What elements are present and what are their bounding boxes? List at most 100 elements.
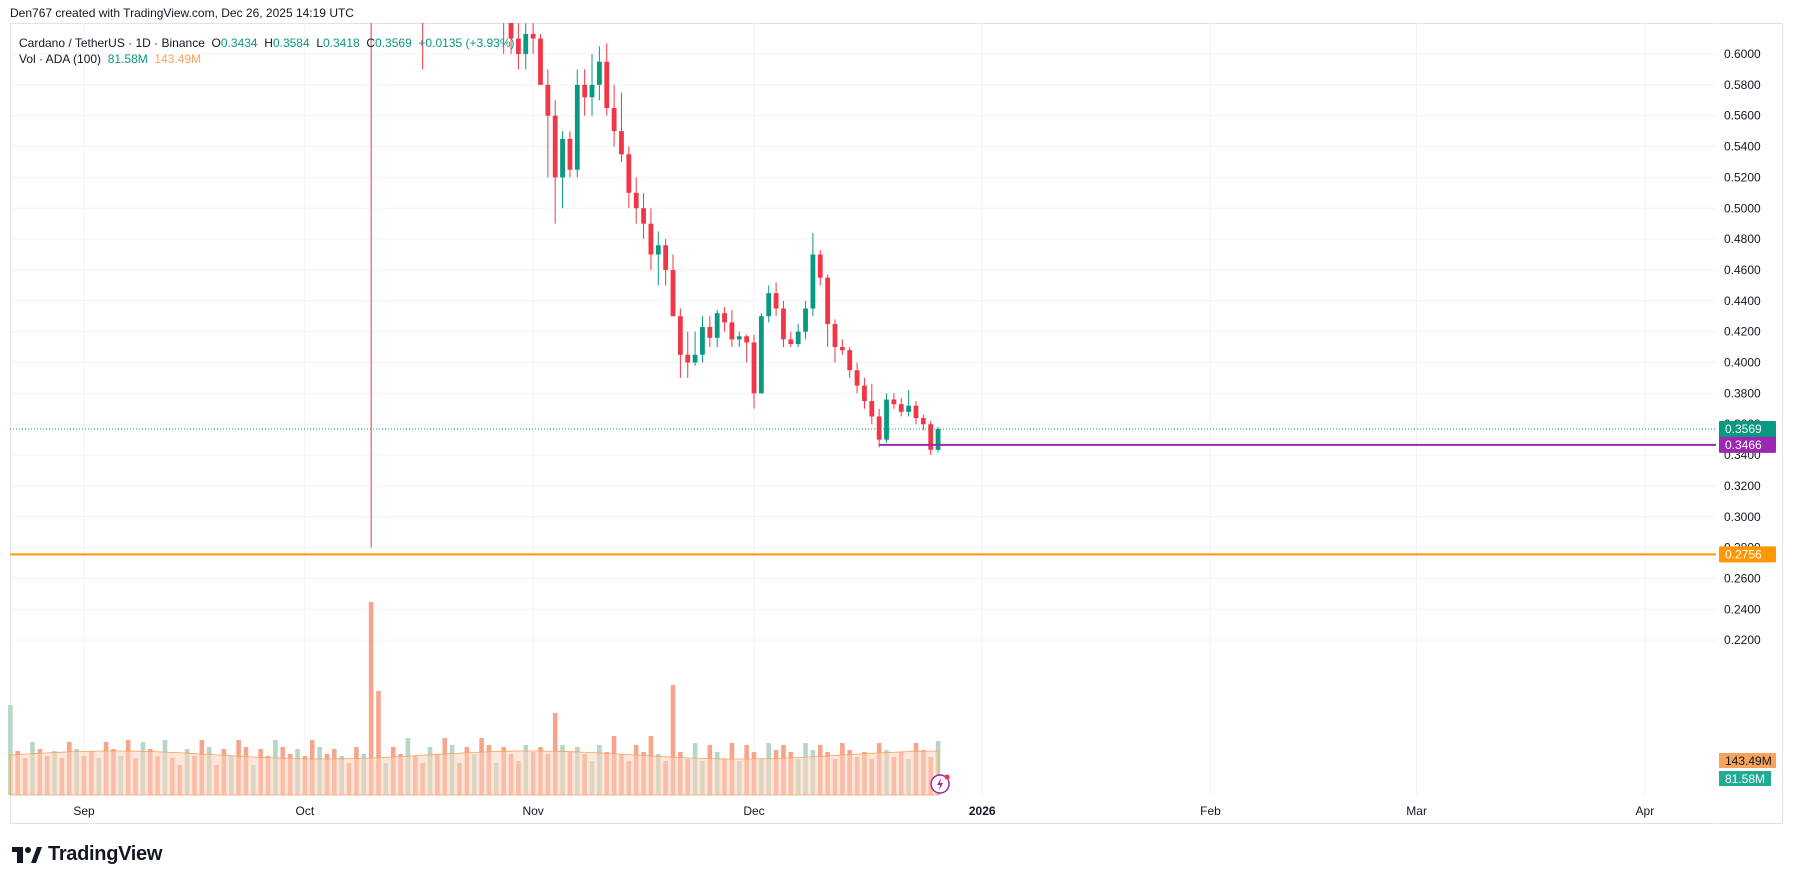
legend-symbol-row: Cardano / TetherUS · 1D · Binance O0.343… <box>19 35 515 51</box>
candle-body[interactable] <box>648 223 654 255</box>
y-tick-label: 0.3000 <box>1724 510 1761 524</box>
candle-body[interactable] <box>420 0 426 24</box>
candle-body[interactable] <box>825 277 831 324</box>
candle-body[interactable] <box>744 336 750 343</box>
candle-body[interactable] <box>920 418 926 425</box>
y-tick-label: 0.3800 <box>1724 386 1761 400</box>
candle-body[interactable] <box>773 293 779 309</box>
open-value: 0.3434 <box>220 36 258 50</box>
candle-body[interactable] <box>619 131 624 155</box>
volume-value-tag-text: 81.58M <box>1725 772 1765 786</box>
candle-body[interactable] <box>906 405 912 412</box>
candle-body[interactable] <box>369 0 374 8</box>
y-tick-label: 0.5400 <box>1724 140 1761 154</box>
candle-body[interactable] <box>641 208 646 224</box>
chart-legend: Cardano / TetherUS · 1D · Binance O0.343… <box>19 35 515 67</box>
candle-body[interactable] <box>758 316 764 394</box>
candle-body[interactable] <box>692 354 698 363</box>
candle-body[interactable] <box>567 138 573 170</box>
candle-body[interactable] <box>913 405 919 419</box>
y-tick-label: 0.4400 <box>1724 294 1761 308</box>
volume-value: 81.58M <box>107 52 148 66</box>
candle-body[interactable] <box>781 308 786 340</box>
candle-body[interactable] <box>935 428 941 450</box>
candle-body[interactable] <box>736 336 742 340</box>
open-label: O <box>211 36 221 50</box>
low-label: L <box>316 36 323 50</box>
candle-body[interactable] <box>523 33 529 54</box>
candle-body[interactable] <box>457 0 462 8</box>
volume-ma-tag-text: 143.49M <box>1725 754 1772 768</box>
candle-body[interactable] <box>655 245 661 255</box>
candle-body[interactable] <box>670 269 676 317</box>
candle-body[interactable] <box>582 84 588 98</box>
tradingview-logo-text: TradingView <box>48 843 163 865</box>
candle-body[interactable] <box>729 322 735 340</box>
candle-body[interactable] <box>626 154 632 193</box>
candles-group <box>369 0 941 548</box>
level-price-tag-text: 0.2756 <box>1725 547 1762 561</box>
candle-body[interactable] <box>832 323 838 348</box>
x-tick-label: Feb <box>1200 804 1221 818</box>
y-tick-label: 0.2200 <box>1724 633 1761 647</box>
candle-body[interactable] <box>788 339 794 344</box>
volume-value-tag-bg <box>1719 771 1771 786</box>
candle-body[interactable] <box>847 350 853 371</box>
candle-body[interactable] <box>515 38 521 54</box>
candle-body[interactable] <box>611 107 617 132</box>
candle-body[interactable] <box>876 416 882 440</box>
volume-bar <box>376 691 381 795</box>
candle-body[interactable] <box>633 192 639 209</box>
volume-label[interactable]: Vol · ADA (100) <box>19 52 102 66</box>
x-tick-label: Sep <box>73 804 95 818</box>
candle-body[interactable] <box>530 33 536 39</box>
candle-body[interactable] <box>795 331 801 344</box>
candle-body[interactable] <box>685 354 691 363</box>
candle-body[interactable] <box>589 84 595 98</box>
candle-body[interactable] <box>803 308 808 332</box>
tradingview-logo[interactable]: TradingView <box>12 843 162 866</box>
y-tick-label: 0.2400 <box>1724 602 1761 616</box>
candle-body[interactable] <box>862 385 867 402</box>
change-value: +0.0135 (+3.93%) <box>418 36 515 50</box>
level-price-tag-bg <box>1719 436 1776 453</box>
candle-body[interactable] <box>714 313 720 338</box>
volume-bar <box>368 602 374 795</box>
candle-body[interactable] <box>574 84 580 170</box>
candle-body[interactable] <box>751 342 757 394</box>
candle-body[interactable] <box>884 399 889 440</box>
candle-body[interactable] <box>766 293 772 317</box>
y-tick-label: 0.4800 <box>1724 232 1761 246</box>
candle-body[interactable] <box>817 254 823 278</box>
candle-body[interactable] <box>891 399 897 405</box>
candle-body[interactable] <box>538 38 543 85</box>
y-tick-label: 0.6000 <box>1724 47 1761 61</box>
candle-body[interactable] <box>596 61 602 85</box>
candle-body[interactable] <box>663 245 669 270</box>
candle-body[interactable] <box>604 61 610 108</box>
close-label: C <box>366 36 376 50</box>
level-price-tag-text: 0.3466 <box>1725 438 1762 452</box>
candle-body[interactable] <box>928 424 934 450</box>
candle-body[interactable] <box>854 370 860 386</box>
attribution-text: Den767 created with TradingView.com, Dec… <box>10 6 354 20</box>
candle-body[interactable] <box>508 0 514 39</box>
x-tick-label: 2026 <box>969 804 996 818</box>
candle-body[interactable] <box>722 313 727 323</box>
y-tick-label: 0.3200 <box>1724 479 1761 493</box>
candle-body[interactable] <box>707 327 713 338</box>
candle-body[interactable] <box>552 115 558 178</box>
candle-body[interactable] <box>700 327 705 355</box>
x-tick-label: Mar <box>1406 804 1427 818</box>
candle-body[interactable] <box>677 316 683 355</box>
candle-body[interactable] <box>545 84 551 116</box>
volume-ma-area <box>9 750 939 796</box>
candle-body[interactable] <box>560 138 565 178</box>
candle-body[interactable] <box>810 254 816 309</box>
symbol-name[interactable]: Cardano / TetherUS · 1D · Binance <box>19 36 205 50</box>
candle-body[interactable] <box>839 347 845 351</box>
candle-body[interactable] <box>898 404 904 412</box>
y-tick-label: 0.4200 <box>1724 325 1761 339</box>
candle-body[interactable] <box>869 401 875 417</box>
